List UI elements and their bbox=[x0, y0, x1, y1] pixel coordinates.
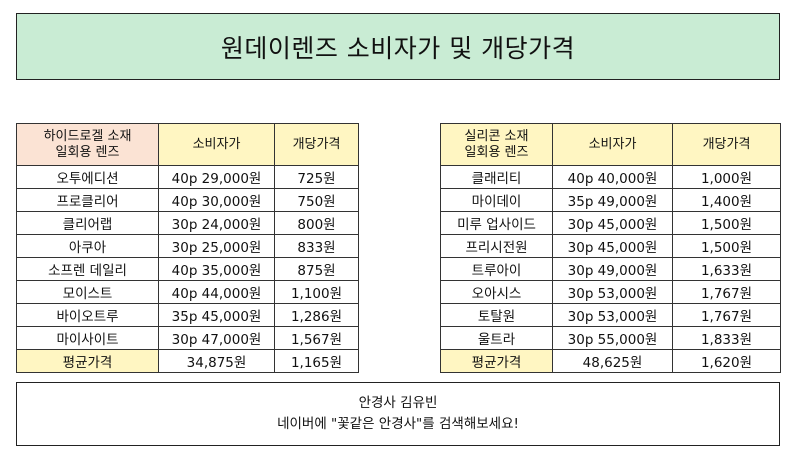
search-hint-line: 네이버에 "꽃같은 안경사"를 검색해보세요! bbox=[277, 416, 519, 432]
table-row: 프로클리어 40p 30,000원 750원 bbox=[16, 188, 359, 212]
lens-name-cell: 프로클리어 bbox=[16, 188, 159, 212]
header-price: 소비자가 bbox=[552, 123, 673, 166]
lens-name-cell: 프리시전원 bbox=[440, 234, 553, 258]
average-row: 평균가격 48,625원 1,620원 bbox=[440, 349, 781, 373]
table-row: 모이스트 40p 44,000원 1,100원 bbox=[16, 280, 359, 304]
table-row: 바이오트루 35p 45,000원 1,286원 bbox=[16, 303, 359, 327]
lens-name-cell: 토탈원 bbox=[440, 303, 553, 327]
lens-name-cell: 오아시스 bbox=[440, 280, 553, 304]
lens-name-cell: 마이데이 bbox=[440, 188, 553, 212]
table-row: 클래리티 40p 40,000원 1,000원 bbox=[440, 165, 781, 189]
average-label: 평균가격 bbox=[440, 349, 553, 373]
table-body: 오투에디션 40p 29,000원 725원 프로클리어 40p 30,000원 750원… bbox=[16, 165, 359, 350]
table-row: 오투에디션 40p 29,000원 725원 bbox=[16, 165, 359, 189]
lens-name-cell: 바이오트루 bbox=[16, 303, 159, 327]
unit-price-cell: 875원 bbox=[274, 257, 359, 281]
price-cell: 30p 53,000원 bbox=[552, 303, 673, 327]
price-cell: 40p 30,000원 bbox=[158, 188, 275, 212]
average-price: 34,875원 bbox=[158, 349, 275, 373]
price-cell: 35p 49,000원 bbox=[552, 188, 673, 212]
average-price: 48,625원 bbox=[552, 349, 673, 373]
header-price: 소비자가 bbox=[158, 123, 275, 166]
silicone-lens-table: 실리콘 소재 일회용 렌즈 소비자가 개당가격 클래리티 40p 40,000원 1… bbox=[440, 123, 781, 373]
unit-price-cell: 833원 bbox=[274, 234, 359, 258]
header-material-text: 실리콘 소재 일회용 렌즈 bbox=[464, 128, 529, 160]
table-header-row: 하이드로겔 소재 일회용 렌즈 소비자가 개당가격 bbox=[16, 123, 359, 166]
table-row: 오아시스 30p 53,000원 1,767원 bbox=[440, 280, 781, 304]
table-row: 토탈원 30p 53,000원 1,767원 bbox=[440, 303, 781, 327]
footer-note: 안경사 김유빈 네이버에 "꽃같은 안경사"를 검색해보세요! bbox=[16, 382, 780, 446]
table-row: 마이데이 35p 49,000원 1,400원 bbox=[440, 188, 781, 212]
unit-price-cell: 1,567원 bbox=[274, 326, 359, 350]
unit-price-cell: 1,767원 bbox=[672, 280, 781, 304]
table-row: 미루 업사이드 30p 45,000원 1,500원 bbox=[440, 211, 781, 235]
unit-price-cell: 1,833원 bbox=[672, 326, 781, 350]
price-cell: 30p 24,000원 bbox=[158, 211, 275, 235]
lens-name-cell: 소프렌 데일리 bbox=[16, 257, 159, 281]
table-row: 프리시전원 30p 45,000원 1,500원 bbox=[440, 234, 781, 258]
price-cell: 30p 55,000원 bbox=[552, 326, 673, 350]
lens-name-cell: 모이스트 bbox=[16, 280, 159, 304]
header-material: 하이드로겔 소재 일회용 렌즈 bbox=[16, 123, 159, 166]
table-row: 클리어랩 30p 24,000원 800원 bbox=[16, 211, 359, 235]
table-row: 울트라 30p 55,000원 1,833원 bbox=[440, 326, 781, 350]
unit-price-cell: 1,500원 bbox=[672, 211, 781, 235]
author-line: 안경사 김유빈 bbox=[358, 395, 438, 411]
page-title: 원데이렌즈 소비자가 및 개당가격 bbox=[16, 13, 780, 80]
table-row: 아쿠아 30p 25,000원 833원 bbox=[16, 234, 359, 258]
unit-price-cell: 750원 bbox=[274, 188, 359, 212]
header-material: 실리콘 소재 일회용 렌즈 bbox=[440, 123, 553, 166]
lens-name-cell: 클래리티 bbox=[440, 165, 553, 189]
average-unit-price: 1,165원 bbox=[274, 349, 359, 373]
unit-price-cell: 1,286원 bbox=[274, 303, 359, 327]
price-cell: 30p 53,000원 bbox=[552, 280, 673, 304]
price-cell: 40p 44,000원 bbox=[158, 280, 275, 304]
price-cell: 30p 45,000원 bbox=[552, 234, 673, 258]
lens-name-cell: 오투에디션 bbox=[16, 165, 159, 189]
unit-price-cell: 1,100원 bbox=[274, 280, 359, 304]
unit-price-cell: 800원 bbox=[274, 211, 359, 235]
lens-name-cell: 미루 업사이드 bbox=[440, 211, 553, 235]
price-cell: 30p 25,000원 bbox=[158, 234, 275, 258]
table-row: 트루아이 30p 49,000원 1,633원 bbox=[440, 257, 781, 281]
hydrogel-lens-table: 하이드로겔 소재 일회용 렌즈 소비자가 개당가격 오투에디션 40p 29,00… bbox=[16, 123, 359, 373]
unit-price-cell: 725원 bbox=[274, 165, 359, 189]
price-cell: 40p 29,000원 bbox=[158, 165, 275, 189]
unit-price-cell: 1,633원 bbox=[672, 257, 781, 281]
unit-price-cell: 1,400원 bbox=[672, 188, 781, 212]
table-row: 소프렌 데일리 40p 35,000원 875원 bbox=[16, 257, 359, 281]
header-unit-price: 개당가격 bbox=[274, 123, 359, 166]
price-cell: 35p 45,000원 bbox=[158, 303, 275, 327]
lens-name-cell: 트루아이 bbox=[440, 257, 553, 281]
lens-name-cell: 아쿠아 bbox=[16, 234, 159, 258]
unit-price-cell: 1,767원 bbox=[672, 303, 781, 327]
header-material-text: 하이드로겔 소재 일회용 렌즈 bbox=[43, 128, 132, 160]
lens-name-cell: 클리어랩 bbox=[16, 211, 159, 235]
price-cell: 40p 40,000원 bbox=[552, 165, 673, 189]
unit-price-cell: 1,000원 bbox=[672, 165, 781, 189]
unit-price-cell: 1,500원 bbox=[672, 234, 781, 258]
table-body: 클래리티 40p 40,000원 1,000원 마이데이 35p 49,000원 1,40… bbox=[440, 165, 781, 350]
price-cell: 40p 35,000원 bbox=[158, 257, 275, 281]
average-row: 평균가격 34,875원 1,165원 bbox=[16, 349, 359, 373]
price-cell: 30p 49,000원 bbox=[552, 257, 673, 281]
lens-name-cell: 마이사이트 bbox=[16, 326, 159, 350]
table-row: 마이사이트 30p 47,000원 1,567원 bbox=[16, 326, 359, 350]
price-cell: 30p 45,000원 bbox=[552, 211, 673, 235]
lens-name-cell: 울트라 bbox=[440, 326, 553, 350]
average-label: 평균가격 bbox=[16, 349, 159, 373]
table-header-row: 실리콘 소재 일회용 렌즈 소비자가 개당가격 bbox=[440, 123, 781, 166]
price-cell: 30p 47,000원 bbox=[158, 326, 275, 350]
average-unit-price: 1,620원 bbox=[672, 349, 781, 373]
header-unit-price: 개당가격 bbox=[672, 123, 781, 166]
